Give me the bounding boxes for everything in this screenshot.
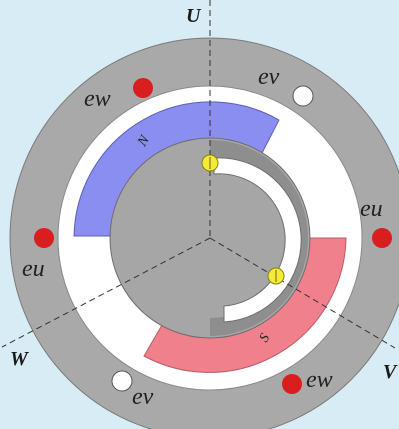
v-axis-line bbox=[209, 237, 396, 349]
u-axis-label: U bbox=[186, 5, 202, 27]
ew-top-label: ew bbox=[84, 86, 111, 112]
coil-ev-top-dot bbox=[292, 85, 314, 107]
ev-bottom-label: ev bbox=[132, 384, 154, 410]
ev-top-label: ev bbox=[258, 64, 280, 90]
ew-bottom-label: ew bbox=[306, 367, 333, 393]
w-axis-label: W bbox=[10, 348, 29, 370]
eu-left-label: eu bbox=[22, 256, 45, 282]
coil-ew-bottom-dot bbox=[282, 374, 302, 394]
v-axis-label: V bbox=[383, 361, 398, 383]
eu-right-label: eu bbox=[360, 196, 383, 222]
w-axis-line bbox=[1, 237, 211, 348]
coil-eu-left-dot bbox=[34, 228, 54, 248]
coil-ev-bottom-dot bbox=[111, 370, 133, 392]
coil-ew-top-dot bbox=[133, 78, 153, 98]
coil-eu-right-dot bbox=[372, 228, 392, 248]
